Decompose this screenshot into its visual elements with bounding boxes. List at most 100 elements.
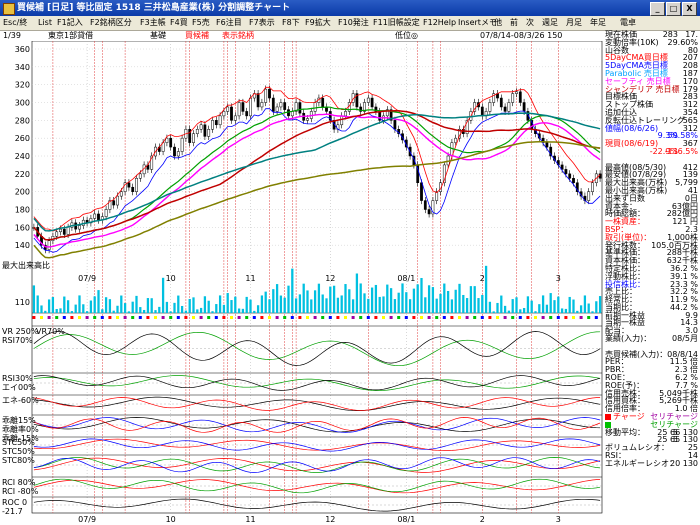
info-label: 時価総額： (605, 209, 645, 219)
menu-item-6[interactable]: F5売 (192, 18, 210, 27)
menu-item-20[interactable]: 年足 (590, 18, 606, 27)
menu-item-21[interactable]: 電卓 (620, 18, 636, 27)
buy-candidate-tag[interactable]: 買候補 (185, 31, 209, 40)
info-row: 資本株価： 632千株 (603, 257, 700, 265)
signal-square (427, 316, 431, 319)
candle-body (598, 173, 602, 179)
menu-item-3[interactable]: F2銘柄区分 (90, 18, 132, 27)
candle-body (431, 200, 435, 215)
signal-square (594, 316, 598, 319)
info-label: 目標株価 (605, 92, 637, 102)
indicator-line (33, 396, 601, 411)
function-key-menu: Esc/終 List F1記入 F2銘柄区分 F3主帳 F4買 F5売 F6注目 F7表示 F8下… (0, 16, 700, 31)
signal-square (336, 316, 340, 319)
menu-item-14[interactable]: Insertメモ (458, 18, 497, 27)
menu-item-0[interactable]: Esc/終 (3, 18, 28, 27)
menu-item-11[interactable]: F10発注 (338, 18, 369, 27)
info-row: シャンデリア 売日標 179 (603, 85, 700, 94)
signal-square (55, 316, 59, 319)
menu-item-13[interactable]: F12Help (423, 18, 457, 27)
menu-item-1[interactable]: List (38, 18, 52, 27)
volume-bar (173, 302, 176, 313)
volume-bar (51, 297, 55, 313)
basic-tag[interactable]: 基礎 (150, 31, 166, 40)
info-row: 5DayCMA買日標 207 (603, 54, 700, 62)
candle-body (575, 182, 579, 192)
info-label: ROE(予)： (605, 380, 645, 390)
menu-item-8[interactable]: F7表示 (249, 18, 275, 27)
info-label: 特定株比： (605, 263, 645, 273)
indicator-line (33, 457, 601, 473)
maximize-button[interactable]: □ (666, 2, 681, 16)
volume-bar (549, 293, 552, 313)
volume-bar (199, 307, 203, 313)
info-value: 207 (682, 53, 698, 63)
menu-item-4[interactable]: F3主帳 (140, 18, 166, 27)
info-row: 浮動株比： 39.1 % (603, 272, 700, 281)
page-indicator: 1/39 (3, 31, 21, 40)
menu-item-7[interactable]: F6注目 (216, 18, 242, 27)
volume-bar (579, 305, 583, 313)
signal-square (138, 316, 142, 319)
volume-bar (329, 286, 332, 313)
menu-item-9[interactable]: F8下 (282, 18, 300, 27)
volume-bar (89, 300, 93, 313)
price-tick-label: 160 (15, 223, 30, 232)
info-label: 現在株価 (605, 30, 637, 39)
volume-bar (522, 307, 526, 313)
signal-square (328, 316, 332, 319)
menu-item-17[interactable]: 次 (526, 18, 534, 27)
volume-bar (158, 306, 161, 313)
info-label: 変動倍率(10K) (605, 37, 659, 47)
info-label: 取引(単位)： (605, 232, 652, 242)
candle-body (313, 102, 317, 112)
signal-square (176, 316, 180, 319)
menu-item-18[interactable]: 週足 (542, 18, 558, 27)
volume-bar (192, 297, 195, 313)
info-value: 23.3 % (670, 279, 698, 289)
signal-square (518, 316, 522, 319)
menu-item-5[interactable]: F4買 (170, 18, 188, 27)
menu-item-10[interactable]: F9拡大 (305, 18, 331, 27)
volume-bar (218, 295, 222, 313)
indicator-line (33, 417, 601, 433)
close-button[interactable]: X (682, 2, 697, 16)
info-value: 121 円 (672, 217, 698, 227)
signal-square (47, 316, 51, 319)
menu-item-16[interactable]: 前 (510, 18, 518, 27)
candle-body (256, 93, 260, 108)
signal-square (404, 316, 408, 319)
info-value: 412 (682, 162, 698, 172)
stock-chart[interactable]: 360 340 320 300 280 260 240 220 200 180 160 140 07/9… (0, 41, 612, 525)
minimize-button[interactable]: _ (650, 2, 665, 16)
candle-body (279, 102, 283, 108)
volume-bar (595, 301, 598, 313)
volume-bar (431, 287, 435, 313)
signal-square (192, 316, 195, 319)
info-row: ボリュムレシオ： 25 (603, 444, 700, 452)
info-value: 5,049千株 (659, 388, 698, 398)
info-label: 最小出来高(万株) (605, 185, 668, 195)
indicator-label: STC50% (2, 447, 35, 456)
display-stock-tag[interactable]: 表示銘柄 (222, 31, 254, 40)
volume-bar (165, 301, 169, 313)
volume-bar (576, 310, 579, 313)
info-row: -22.9% -136.5% (603, 148, 700, 156)
info-value: 288千株 (666, 248, 698, 258)
indicator-line (33, 397, 601, 411)
menu-item-15[interactable]: 他 (494, 18, 502, 27)
menu-item-19[interactable]: 月足 (566, 18, 582, 27)
signal-square (382, 316, 385, 319)
info-label: 最安値(07/8/29) (605, 170, 667, 180)
info-value: 59.58% (667, 131, 698, 141)
candle-body (173, 146, 176, 157)
indicator-line (33, 417, 601, 433)
volume-bar (317, 283, 321, 313)
ma-5-upper (33, 86, 601, 232)
candle-body (245, 111, 249, 117)
x-tick-label: 3 (556, 274, 561, 283)
menu-item-12[interactable]: F11旧帳設定 (373, 18, 420, 27)
menu-item-2[interactable]: F1記入 (57, 18, 83, 27)
candle-body (294, 102, 298, 112)
info-label: 前期一株益 (605, 310, 645, 320)
